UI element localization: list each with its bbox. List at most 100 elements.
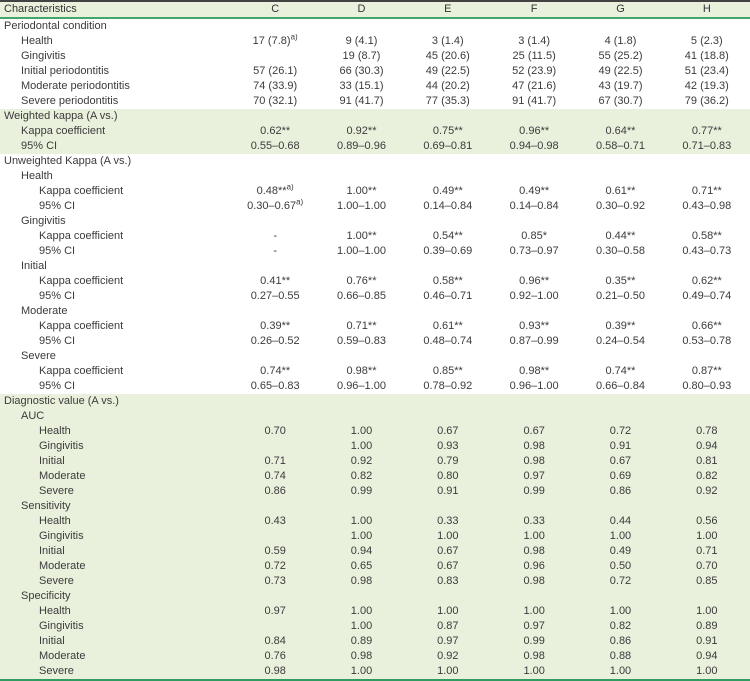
- cell-value: 1.00: [318, 619, 405, 634]
- table-row: Severe 0.98 1.00 1.00 1.00 1.00 1.00: [0, 664, 750, 680]
- cell-value: [405, 259, 491, 274]
- cell-value: 0.67: [404, 559, 491, 574]
- table-row: Initial 0.84 0.89 0.97 0.99 0.86 0.91: [0, 634, 750, 649]
- table-row: Gingivitis 1.00 0.93 0.98 0.91 0.94: [0, 439, 750, 454]
- cell-value: 1.00: [318, 514, 405, 529]
- cell-value: 0.30–0.67a): [247, 199, 304, 212]
- cell-value: 0.49**: [519, 185, 550, 197]
- cell-value: 5 (2.3): [690, 35, 723, 47]
- cell-value: 0.43–0.98: [682, 200, 732, 212]
- row-label: Initial periodontitis: [21, 65, 110, 77]
- cell-value: 1.00: [577, 604, 664, 619]
- table-row: 95% CI 0.55–0.68 0.89–0.96 0.69–0.81 0.94–0.…: [0, 139, 750, 154]
- cell-value: 0.94: [663, 649, 750, 664]
- cell-value: 0.59: [232, 544, 319, 559]
- row-label: 95% CI: [39, 200, 76, 212]
- cell-value: [577, 214, 663, 229]
- cell-value: 0.74**: [605, 365, 636, 377]
- table-row: Severe 0.86 0.99 0.91 0.99 0.86 0.92: [0, 484, 750, 499]
- cell-value: 0.33: [404, 514, 491, 529]
- cell-value: 0.94: [663, 439, 750, 454]
- cell-value: 17 (7.8)a): [252, 34, 298, 47]
- cell-value: [664, 259, 750, 274]
- row-label: Health: [0, 424, 232, 439]
- cell-value: 0.92–1.00: [509, 290, 559, 302]
- cell-value: 0.67: [577, 454, 664, 469]
- cell-value: 0.64**: [577, 124, 664, 139]
- cell-value: 0.85: [663, 574, 750, 589]
- cell-value: 0.87: [404, 619, 491, 634]
- cell-value: 1.00: [318, 529, 405, 544]
- table-row: 95% CI 0.30–0.67a) 1.00–1.00 0.14–0.84 0.14–…: [0, 199, 750, 214]
- cell-value: 33 (15.1): [339, 80, 384, 92]
- cell-value: 0.53–0.78: [682, 335, 732, 347]
- table-row: Gingivitis: [0, 214, 750, 229]
- cell-value: 0.54**: [432, 230, 463, 242]
- row-label: Severe: [21, 350, 56, 362]
- cell-value: 0.71**: [691, 185, 722, 197]
- cell-value: 0.67: [404, 424, 491, 439]
- cell-value: 0.50: [577, 559, 664, 574]
- cell-value: 0.55–0.68: [232, 139, 319, 154]
- cell-value: 0.30–0.58: [596, 245, 645, 257]
- cell-value: 0.58–0.71: [577, 139, 664, 154]
- cell-value: 1.00: [318, 424, 405, 439]
- row-label: Initial: [0, 454, 232, 469]
- cell-value: 0.48–0.74: [423, 335, 473, 347]
- table-row: Moderate periodontitis 74 (33.9) 33 (15.1)…: [0, 79, 750, 94]
- cell-value: 0.69: [577, 469, 664, 484]
- cell-value: 0.49**: [432, 185, 463, 197]
- row-label: Periodontal condition: [4, 20, 107, 32]
- cell-value: [664, 214, 750, 229]
- cell-value: 67 (30.7): [598, 95, 643, 107]
- cell-value: 0.86: [577, 484, 664, 499]
- cell-value: 91 (41.7): [339, 95, 384, 107]
- cell-value: 1.00: [490, 664, 578, 680]
- cell-value: 1.00: [663, 604, 750, 619]
- cell-value: 0.72: [577, 424, 664, 439]
- cell-value: 0.72: [577, 574, 664, 589]
- row-label: Sensitivity: [0, 499, 232, 514]
- cell-value: 19 (8.7): [342, 50, 381, 62]
- cell-value: 1.00–1.00: [337, 245, 386, 257]
- row-label: Weighted kappa (A vs.): [0, 109, 232, 124]
- row-label: Kappa coefficient: [39, 365, 124, 377]
- cell-value: [318, 259, 404, 274]
- column-header-characteristics: Characteristics: [0, 1, 232, 19]
- row-label: Severe periodontitis: [21, 95, 119, 107]
- cell-value: 0.14–0.84: [509, 200, 559, 212]
- cell-value: 0.98: [490, 649, 578, 664]
- cell-value: 0.94–0.98: [490, 139, 578, 154]
- table-row: Health 0.43 1.00 0.33 0.33 0.44 0.56: [0, 514, 750, 529]
- table-row: Specificity: [0, 589, 750, 604]
- cell-value: [404, 109, 491, 124]
- cell-value: 0.96**: [490, 124, 578, 139]
- cell-value: -: [273, 230, 277, 242]
- cell-value: 1.00**: [346, 230, 377, 242]
- cell-value: 0.65: [318, 559, 405, 574]
- cell-value: 0.92**: [318, 124, 405, 139]
- cell-value: 49 (22.5): [598, 65, 643, 77]
- table-row: Moderate 0.76 0.98 0.92 0.98 0.88 0.94: [0, 649, 750, 664]
- cell-value: [663, 109, 750, 124]
- cell-value: 1.00: [663, 529, 750, 544]
- table-row: Kappa coefficient 0.41** 0.76** 0.58** 0.96*…: [0, 274, 750, 289]
- cell-value: 0.98**: [519, 365, 550, 377]
- cell-value: 47 (21.6): [512, 80, 557, 92]
- cell-value: [232, 619, 319, 634]
- row-label: Gingivitis: [0, 439, 232, 454]
- cell-value: [490, 409, 578, 424]
- column-header-d: D: [318, 1, 405, 19]
- cell-value: [491, 214, 577, 229]
- column-header-e: E: [404, 1, 491, 19]
- cell-value: 0.49–0.74: [682, 290, 732, 302]
- table-row: Initial 0.59 0.94 0.67 0.98 0.49 0.71: [0, 544, 750, 559]
- cell-value: 0.85*: [521, 230, 547, 242]
- table-row: Moderate: [0, 304, 750, 319]
- cell-value: 0.99: [318, 484, 405, 499]
- cell-value: 0.72: [232, 559, 319, 574]
- column-header-h: H: [663, 1, 750, 19]
- cell-value: 0.70: [663, 559, 750, 574]
- cell-value: 0.56: [663, 514, 750, 529]
- cell-value: [577, 259, 663, 274]
